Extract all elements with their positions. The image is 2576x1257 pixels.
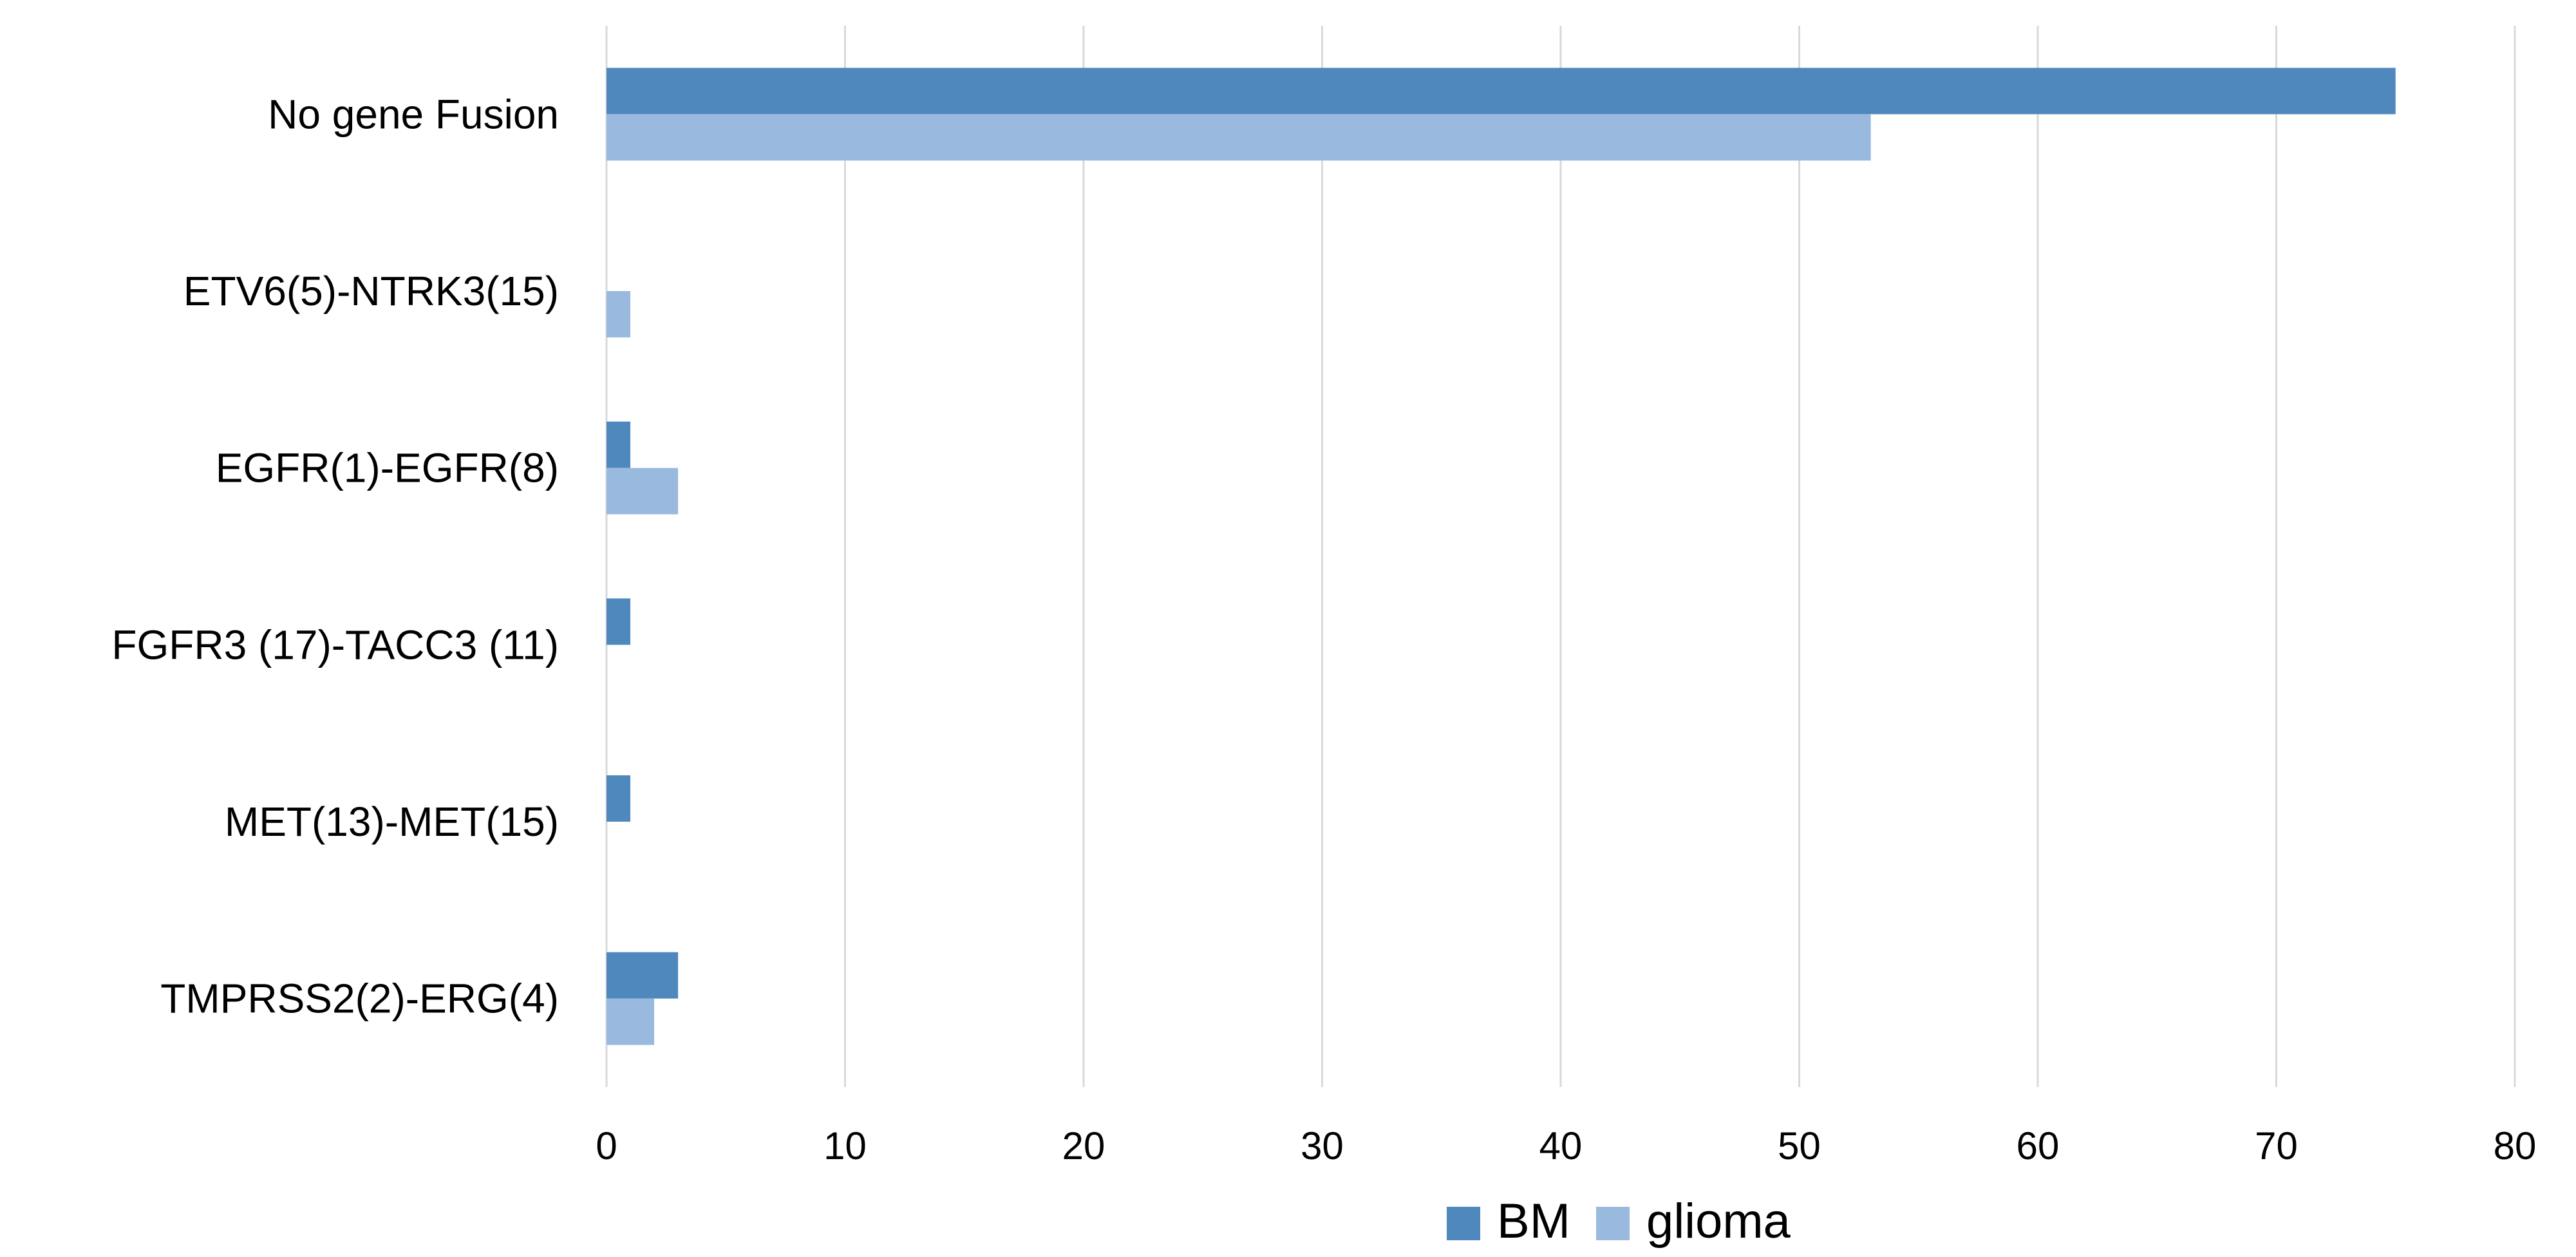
bar-bm-2: [606, 421, 631, 468]
x-tick-label: 10: [823, 1124, 867, 1167]
category-label: TMPRSS2(2)-ERG(4): [160, 976, 559, 1022]
x-tick-label: 20: [1062, 1124, 1105, 1167]
bar-bm-4: [606, 775, 631, 822]
legend-label: glioma: [1646, 1194, 1791, 1249]
bar-bm-5: [606, 952, 679, 999]
category-label: ETV6(5)-NTRK3(15): [183, 268, 559, 314]
x-tick-label: 40: [1539, 1124, 1583, 1167]
category-label: MET(13)-MET(15): [225, 799, 559, 845]
legend-item-glioma: glioma: [1596, 1194, 1791, 1249]
x-tick-label: 50: [1778, 1124, 1821, 1167]
x-axis-ticks: 0 10 20 30 40 50 60 70 80: [596, 1124, 2536, 1167]
category-label: No gene Fusion: [268, 91, 559, 137]
bar-bm-3: [606, 598, 631, 645]
gridlines: [605, 26, 2516, 1087]
bar-glioma-5: [606, 998, 655, 1045]
legend-label: BM: [1497, 1194, 1570, 1249]
x-tick-label: 80: [2494, 1124, 2537, 1167]
category-label: EGFR(1)-EGFR(8): [216, 445, 559, 491]
y-axis-category-labels: No gene Fusion ETV6(5)-NTRK3(15) EGFR(1)-E…: [111, 91, 559, 1021]
legend-item-bm: BM: [1447, 1194, 1570, 1249]
bar-glioma-2: [606, 468, 679, 515]
x-tick-label: 30: [1301, 1124, 1344, 1167]
x-tick-label: 0: [596, 1124, 617, 1167]
bars: [606, 68, 2396, 1045]
bar-bm-0: [606, 68, 2396, 115]
bar-glioma-1: [606, 291, 631, 337]
legend: BM glioma: [1447, 1194, 1791, 1249]
legend-swatch: [1447, 1207, 1481, 1240]
x-tick-label: 70: [2255, 1124, 2298, 1167]
legend-swatch: [1596, 1207, 1630, 1240]
bar-glioma-0: [606, 114, 1871, 161]
x-tick-label: 60: [2017, 1124, 2060, 1167]
category-label: FGFR3 (17)-TACC3 (11): [111, 621, 559, 668]
